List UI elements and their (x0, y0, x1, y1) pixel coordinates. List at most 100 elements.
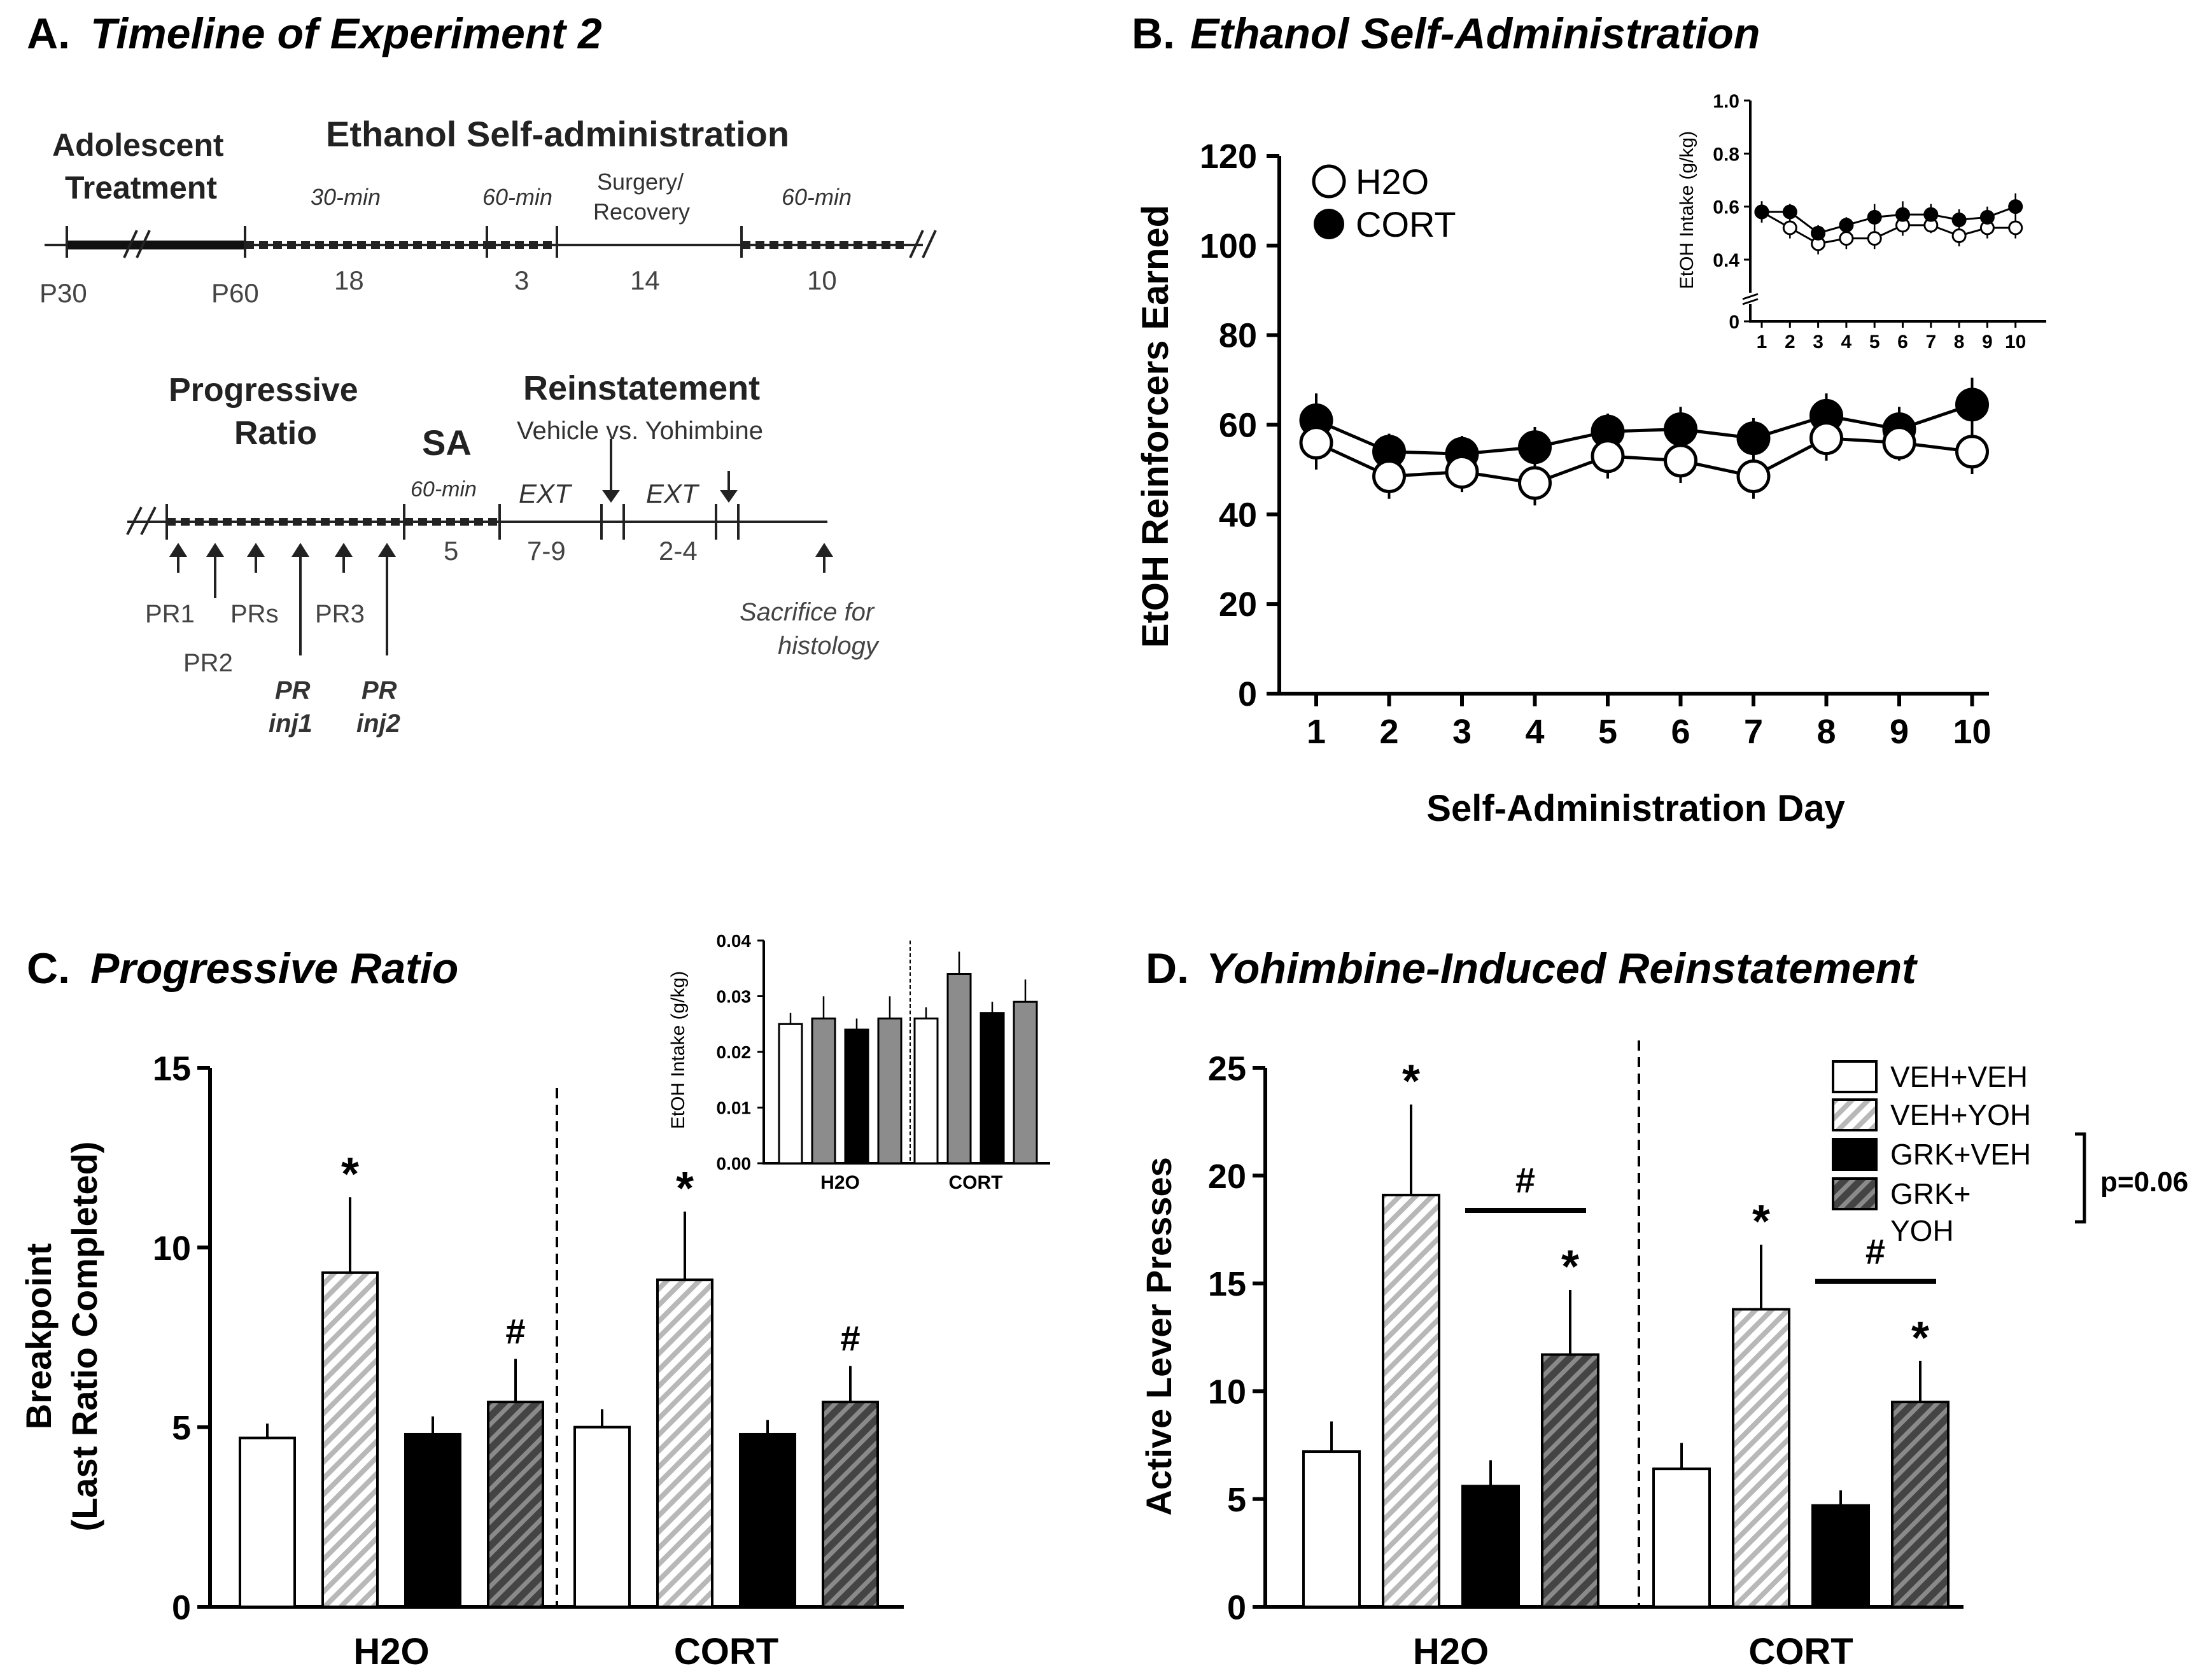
c-main-star-annotation: * (341, 1149, 359, 1200)
b-inset-point-cort (1782, 204, 1797, 220)
pr-heading-2: Ratio (234, 415, 317, 452)
b-main-point-h2o (1809, 421, 1843, 456)
b-inset-xtick-label: 1 (1757, 332, 1767, 353)
c-main-bar-veh-veh (239, 1436, 296, 1609)
c-main-ytick-label: 15 (153, 1049, 191, 1088)
d-main-hash-annotation: # (1515, 1160, 1535, 1200)
c-main-bar-grk-yoh (487, 1401, 544, 1608)
reinstatement-heading: Reinstatement (523, 369, 760, 407)
legend-h2o-label: H2O (1356, 162, 1429, 202)
d-main-bar-veh-yoh (1732, 1308, 1790, 1609)
b-main-xtick-label: 2 (1379, 713, 1398, 751)
panel-d-letter: D. (1146, 944, 1189, 993)
b-main-point-h2o (1736, 459, 1771, 493)
d-main-category-label: CORT (1748, 1631, 1853, 1672)
panel-a-title: Timeline of Experiment 2 (90, 10, 602, 58)
d-main-bar-grk-yoh (1541, 1353, 1599, 1608)
c-inset-ytick-label: 0.01 (717, 1098, 752, 1118)
b-main-ytick-label: 120 (1200, 137, 1257, 176)
surgery-label-2: Recovery (593, 199, 690, 225)
panel-c-letter: C. (27, 944, 70, 993)
legend-veh-veh-label: VEH+VEH (1890, 1060, 2028, 1093)
seg-60min-a: 60-min (482, 184, 552, 210)
b-inset-xtick-label: 6 (1897, 332, 1908, 353)
b-inset-point-cort (1923, 207, 1939, 222)
legend-grk-yoh-label-1: GRK+ (1890, 1177, 1971, 1210)
adolescent-label-2: Treatment (65, 170, 217, 206)
b-main-point-cort (1736, 421, 1771, 456)
c-main-ytick-label: 0 (172, 1588, 191, 1627)
veh-yoh-label: Vehicle vs. Yohimbine (517, 417, 763, 445)
b-main-ytick-label: 40 (1219, 496, 1257, 534)
b-main-xtick-label: 8 (1816, 713, 1836, 751)
timeline-top: Adolescent Treatment Ethanol Self-admini… (39, 114, 937, 308)
b-main-ylabel: EtOH Reinforcers Earned (1135, 205, 1176, 648)
label-pr1: PR1 (145, 600, 195, 628)
significance-bracket (2075, 1132, 2086, 1224)
label-5: 5 (444, 536, 458, 566)
bracket-p-value: p=0.06 (2100, 1166, 2188, 1198)
chart-c-main: 0 5 10 15 H2O CORT * # * # Breakpoint (Last Rati… (18, 1049, 904, 1672)
label-pr3: PR3 (315, 600, 365, 628)
legend-grk-veh-swatch (1832, 1138, 1878, 1171)
legend-h2o-marker (1312, 164, 1346, 199)
chart-d-main: 0 5 10 15 20 25 H2O CORT * * # * * # Active Lever Pr… (1139, 1040, 2188, 1672)
etoh-sa-heading: Ethanol Self-administration (326, 114, 789, 154)
legend-veh-veh-swatch (1832, 1060, 1878, 1093)
seg-60min-b: 60-min (782, 184, 852, 210)
b-main-point-cort (1955, 388, 1989, 422)
c-main-category-label: CORT (674, 1631, 778, 1672)
c-inset-bar-veh-veh (913, 1018, 939, 1165)
sa-duration: 60-min (411, 477, 477, 501)
c-main-hash-annotation: # (840, 1319, 860, 1359)
c-inset-bar-grk-yoh (877, 1018, 903, 1165)
d-main-star-annotation: * (1911, 1313, 1929, 1364)
legend-grk-yoh-swatch (1832, 1177, 1878, 1210)
b-main-ytick-label: 20 (1219, 585, 1257, 624)
c-main-bar-grk-yoh (822, 1401, 879, 1608)
b-main-point-cort (1518, 430, 1552, 465)
d-main-bar-grk-veh (1461, 1485, 1520, 1608)
c-inset-bar-veh-veh (778, 1023, 803, 1165)
b-main-xtick-label: 4 (1525, 713, 1544, 751)
b-main-point-h2o (1372, 459, 1406, 493)
label-14: 14 (630, 265, 660, 295)
pr-heading-1: Progressive (169, 372, 358, 409)
label-2-4: 2-4 (659, 536, 698, 566)
sa-heading: SA (422, 423, 472, 463)
c-main-bar-grk-veh (739, 1432, 796, 1608)
c-main-category-label: H2O (353, 1631, 429, 1672)
c-main-bar-veh-yoh (321, 1271, 379, 1608)
b-main-ytick-label: 80 (1219, 317, 1257, 355)
label-prs: PRs (230, 600, 279, 628)
b-main-xtick-label: 9 (1890, 713, 1909, 751)
b-inset-ytick-label: 0.8 (1713, 144, 1739, 165)
d-main-bar-grk-yoh (1891, 1401, 1950, 1608)
b-main-xtick-label: 5 (1598, 713, 1617, 751)
label-p60: P60 (211, 278, 259, 308)
b-main-point-h2o (1518, 466, 1552, 500)
c-main-ytick-label: 10 (153, 1229, 191, 1268)
panel-b-letter: B. (1132, 10, 1175, 58)
b-inset-point-h2o (2008, 220, 2023, 235)
b-main-point-h2o (1299, 426, 1333, 460)
c-main-bar-grk-veh (404, 1432, 461, 1608)
d-main-ytick-label: 0 (1227, 1588, 1246, 1627)
b-inset-point-h2o (1867, 231, 1882, 246)
b-inset-ytick-label: 0 (1729, 312, 1739, 333)
b-main-xtick-label: 10 (1953, 713, 1991, 751)
b-inset-xtick-label: 4 (1841, 332, 1852, 353)
c-main-bar-veh-yoh (656, 1278, 713, 1608)
d-main-star-annotation: * (1561, 1242, 1579, 1292)
d-main-bar-veh-yoh (1382, 1193, 1440, 1608)
surgery-label-1: Surgery/ (597, 169, 684, 195)
b-main-ytick-label: 0 (1238, 675, 1257, 713)
d-main-star-annotation: * (1752, 1196, 1770, 1247)
d-main-ytick-label: 20 (1208, 1158, 1246, 1196)
b-inset-xtick-label: 8 (1954, 332, 1965, 353)
seg-30min: 30-min (311, 184, 381, 210)
ext-label-1: EXT (519, 479, 573, 508)
d-main-ytick-label: 15 (1208, 1265, 1246, 1303)
b-inset-point-cort (1895, 207, 1910, 222)
